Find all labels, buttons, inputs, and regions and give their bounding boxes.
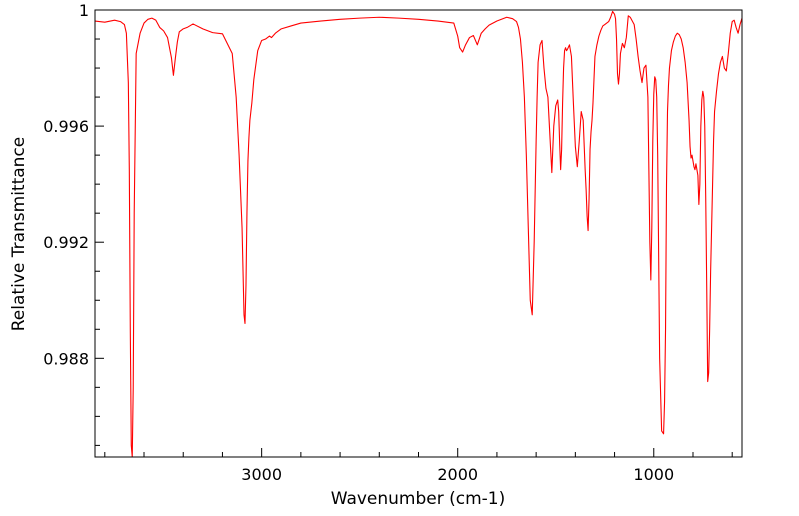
x-tick-label-1000: 1000	[633, 465, 674, 484]
x-tick-label-2000: 2000	[437, 465, 478, 484]
y-tick-label-0-992: 0.992	[43, 233, 89, 252]
x-axis-label: Wavenumber (cm-1)	[331, 489, 506, 509]
y-tick-label-0-996: 0.996	[43, 117, 89, 136]
y-tick-label-1: 1	[79, 1, 89, 20]
x-axis-tick-labels: 3000 2000 1000	[241, 465, 674, 484]
spectrum-line	[94, 10, 743, 458]
y-axis-tick-labels: 1 0.996 0.992 0.988	[43, 1, 89, 368]
y-minor-ticks	[95, 38, 100, 446]
plot-background	[95, 10, 742, 457]
y-axis-label: Relative Transmittance	[9, 137, 29, 332]
plot-frame	[94, 9, 743, 458]
x-tick-label-3000: 3000	[241, 465, 282, 484]
x-axis-ticks	[261, 448, 655, 457]
y-tick-label-0-988: 0.988	[43, 349, 89, 368]
x-minor-ticks	[104, 452, 733, 457]
